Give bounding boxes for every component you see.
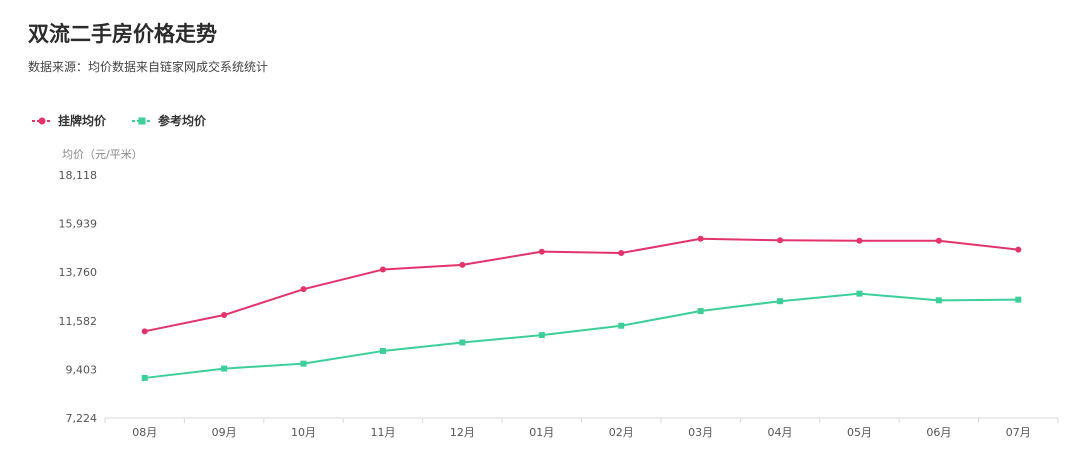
legend-item-listing-price[interactable]: 挂牌均价	[32, 112, 106, 129]
y-tick-label: 13,760	[59, 266, 98, 279]
x-tick-label: 09月	[212, 426, 237, 439]
x-tick-label: 07月	[1006, 426, 1031, 439]
y-axis-ticks: 7,224 9,403 11,582 13,760 15,939 18,118	[59, 169, 98, 425]
data-point[interactable]	[141, 374, 148, 381]
data-point[interactable]	[221, 312, 228, 319]
y-tick-label: 11,582	[59, 315, 98, 328]
x-tick-label: 01月	[529, 426, 554, 439]
legend-label-listing-price: 挂牌均价	[58, 114, 107, 128]
chart-subtitle: 数据来源：均价数据来自链家网成交系统统计	[28, 60, 269, 74]
data-point[interactable]	[777, 298, 784, 305]
series-layer	[141, 235, 1022, 381]
chart-title: 双流二手房价格走势	[28, 22, 217, 46]
x-tick-label: 05月	[847, 426, 872, 439]
series-line	[144, 292, 1019, 379]
data-point[interactable]	[538, 248, 545, 255]
data-point[interactable]	[697, 308, 704, 315]
y-tick-label: 18,118	[59, 169, 98, 182]
x-tick-label: 03月	[688, 426, 713, 439]
legend-label-reference-price: 参考均价	[158, 114, 207, 128]
x-tick-label: 06月	[926, 426, 951, 439]
data-point[interactable]	[379, 347, 386, 354]
data-point[interactable]	[1015, 296, 1022, 303]
x-tick-label: 10月	[291, 426, 316, 439]
x-tick-label: 12月	[450, 426, 475, 439]
data-point[interactable]	[221, 365, 228, 372]
x-tick-label: 02月	[609, 426, 634, 439]
series-listing-price	[141, 235, 1022, 335]
data-point[interactable]	[697, 235, 704, 242]
y-tick-label: 7,224	[66, 412, 98, 425]
legend-line-circle-icon	[32, 117, 52, 124]
legend: 挂牌均价 参考均价	[32, 112, 232, 129]
data-point[interactable]	[379, 266, 386, 273]
data-point[interactable]	[300, 286, 307, 293]
y-tick-label: 9,403	[66, 363, 98, 376]
data-point[interactable]	[459, 339, 466, 346]
x-tick-label: 04月	[768, 426, 793, 439]
data-point[interactable]	[141, 328, 148, 335]
legend-line-square-icon	[132, 117, 153, 124]
series-line	[144, 237, 1019, 333]
data-point[interactable]	[1015, 246, 1022, 253]
data-point[interactable]	[618, 322, 625, 329]
y-tick-label: 15,939	[59, 218, 98, 231]
data-point[interactable]	[300, 360, 307, 367]
data-point[interactable]	[856, 290, 863, 297]
data-point[interactable]	[538, 332, 545, 339]
x-tick-label: 11月	[370, 426, 395, 439]
data-point[interactable]	[935, 297, 942, 304]
data-point[interactable]	[856, 237, 863, 244]
legend-item-reference-price[interactable]: 参考均价	[132, 112, 206, 129]
y-axis-label: 均价（元/平米）	[62, 148, 143, 161]
data-point[interactable]	[777, 237, 784, 244]
x-tick-label: 08月	[132, 426, 157, 439]
x-axis-ticks: 08月 09月 10月 11月 12月 01月 02月 03月 04月 05月 06月 07月	[104, 418, 1059, 439]
series-reference-price	[141, 290, 1022, 381]
data-point[interactable]	[618, 250, 625, 257]
data-point[interactable]	[935, 237, 942, 244]
data-point[interactable]	[459, 261, 466, 268]
